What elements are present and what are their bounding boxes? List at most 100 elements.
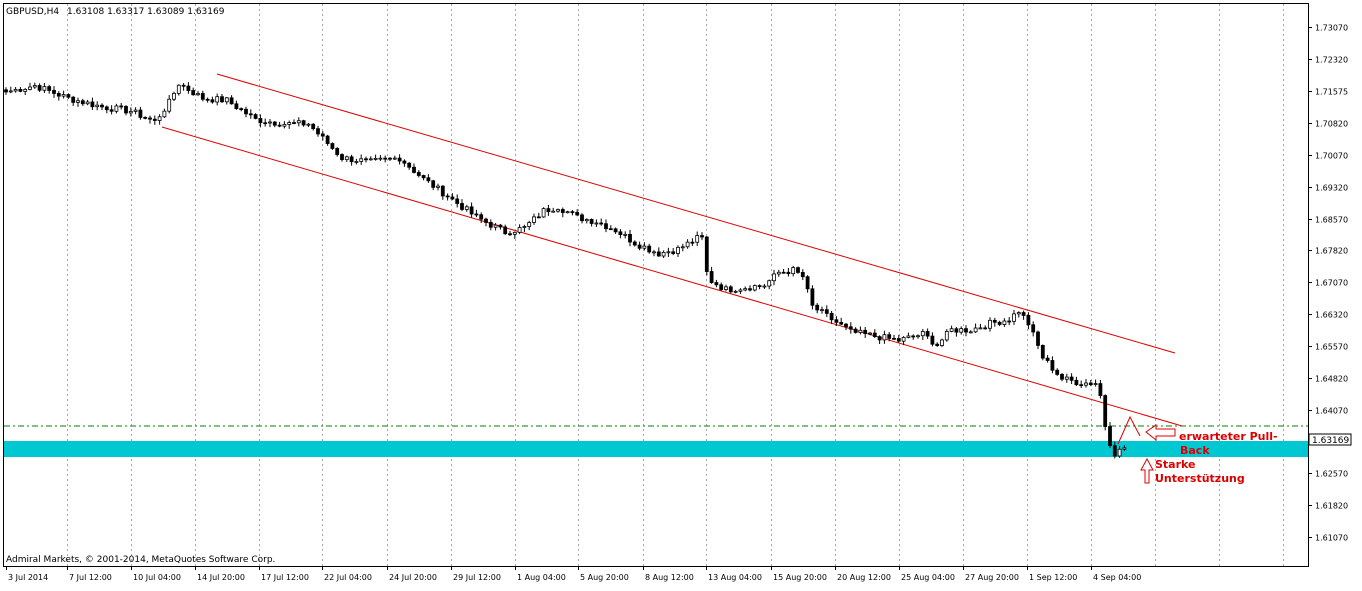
candle: [104, 105, 109, 114]
candle: [1026, 312, 1031, 330]
candle: [1031, 321, 1036, 337]
candle: [959, 326, 964, 335]
candle: [311, 123, 316, 131]
candle: [388, 156, 392, 161]
x-tick-label: 25 Aug 04:00: [901, 573, 955, 582]
candle: [306, 122, 311, 128]
candle: [138, 106, 143, 120]
support-arrow-icon: [1140, 457, 1154, 484]
candle: [488, 219, 493, 231]
candle: [1084, 379, 1088, 388]
candle: [407, 161, 412, 170]
candle: [364, 156, 368, 163]
candle: [479, 212, 484, 224]
candle: [748, 285, 752, 292]
candle: [772, 269, 776, 286]
candle: [868, 331, 872, 336]
candle: [546, 204, 551, 216]
candle: [944, 329, 949, 342]
candle: [599, 218, 604, 226]
candle: [551, 207, 556, 213]
candle: [1045, 355, 1050, 363]
y-tick-label: 1.71575: [1315, 88, 1348, 97]
candle: [805, 275, 810, 293]
candle: [181, 83, 186, 91]
y-tick-label: 1.62570: [1315, 470, 1348, 479]
candle: [13, 86, 18, 93]
candle: [762, 283, 767, 289]
plot-frame: [3, 3, 1309, 567]
candle: [628, 229, 632, 247]
candle: [949, 325, 954, 333]
candle: [925, 328, 930, 339]
candle: [752, 284, 757, 292]
candle: [508, 230, 512, 237]
candle: [527, 220, 532, 231]
candle: [354, 158, 359, 165]
copyright-text: Admiral Markets, © 2001-2014, MetaQuotes…: [6, 555, 275, 565]
candle: [853, 327, 858, 334]
candle: [690, 238, 695, 246]
candle: [292, 119, 296, 125]
channel-lower-line[interactable]: [161, 126, 1183, 427]
x-tick-label: 22 Jul 04:00: [324, 573, 372, 582]
x-tick-label: 20 Aug 12:00: [837, 573, 891, 582]
candle: [738, 288, 743, 295]
candle: [512, 231, 517, 239]
candle: [200, 90, 205, 102]
candle: [685, 239, 690, 249]
chart-symbol: GBPUSD,H4: [6, 7, 59, 17]
candle: [450, 193, 455, 201]
candle: [493, 222, 498, 231]
y-tick-label: 1.66320: [1315, 311, 1348, 320]
candle: [143, 116, 148, 120]
candle: [973, 323, 978, 334]
candle: [421, 174, 426, 181]
candle: [296, 117, 301, 127]
candle: [757, 284, 762, 290]
candle: [983, 325, 988, 330]
candle: [877, 335, 882, 345]
candle: [800, 269, 805, 281]
candle: [858, 326, 863, 335]
candle: [224, 96, 229, 105]
candle: [378, 154, 383, 161]
candle: [1016, 311, 1021, 318]
pullback-path-arrow: [1117, 415, 1141, 445]
candle: [517, 224, 522, 235]
x-tick-label: 8 Aug 12:00: [645, 573, 694, 582]
candle: [1002, 318, 1007, 327]
candle: [580, 213, 584, 224]
candle: [1112, 441, 1117, 459]
candle: [445, 193, 450, 201]
candle: [872, 329, 877, 338]
current-price-marker[interactable]: [1308, 433, 1352, 446]
candle: [536, 212, 541, 219]
candle: [128, 107, 133, 117]
x-tick-label: 15 Aug 20:00: [773, 573, 827, 582]
x-tick-label: 10 Jul 04:00: [133, 573, 181, 582]
candle: [1060, 373, 1064, 382]
candle: [268, 118, 272, 128]
candle: [1098, 380, 1103, 399]
candle: [1007, 317, 1012, 326]
pullback-arrow-icon: [1145, 424, 1176, 442]
candle: [570, 209, 575, 216]
x-tick-label: 5 Aug 20:00: [580, 573, 629, 582]
y-axis: 1.73070 1.72320 1.71575 1.70820 1.70070 1.693…: [1308, 24, 1348, 543]
candle: [234, 100, 239, 110]
candle: [671, 248, 676, 256]
candle: [119, 102, 124, 110]
candle: [892, 334, 896, 340]
candle: [988, 317, 992, 332]
candle: [695, 231, 700, 246]
candle: [676, 245, 680, 258]
candle: [469, 202, 474, 218]
y-tick-label: 1.64820: [1315, 375, 1348, 384]
candle: [133, 107, 138, 115]
channel-upper-line[interactable]: [216, 73, 1176, 354]
candle: [656, 247, 661, 257]
candle: [392, 155, 397, 160]
